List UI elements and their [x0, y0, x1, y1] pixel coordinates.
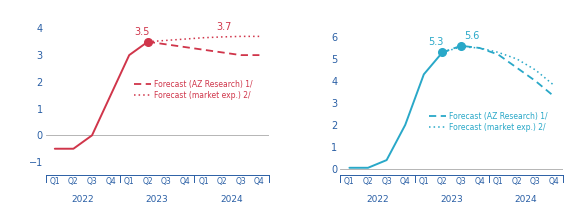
Text: 2022: 2022 — [366, 195, 389, 204]
Text: 2022: 2022 — [71, 195, 94, 204]
Legend: Forecast (AZ Research) 1/, Forecast (market exp.) 2/: Forecast (AZ Research) 1/, Forecast (mar… — [429, 112, 547, 132]
Text: 2024: 2024 — [220, 195, 243, 204]
Text: 3.7: 3.7 — [217, 22, 232, 32]
Legend: Forecast (AZ Research) 1/, Forecast (market exp.) 2/: Forecast (AZ Research) 1/, Forecast (mar… — [134, 80, 253, 100]
Text: 3.5: 3.5 — [134, 27, 149, 37]
Text: 2023: 2023 — [146, 195, 168, 204]
Text: 2023: 2023 — [440, 195, 463, 204]
Text: 5.6: 5.6 — [464, 31, 479, 41]
Text: 2024: 2024 — [515, 195, 538, 204]
Text: 5.3: 5.3 — [428, 37, 444, 48]
